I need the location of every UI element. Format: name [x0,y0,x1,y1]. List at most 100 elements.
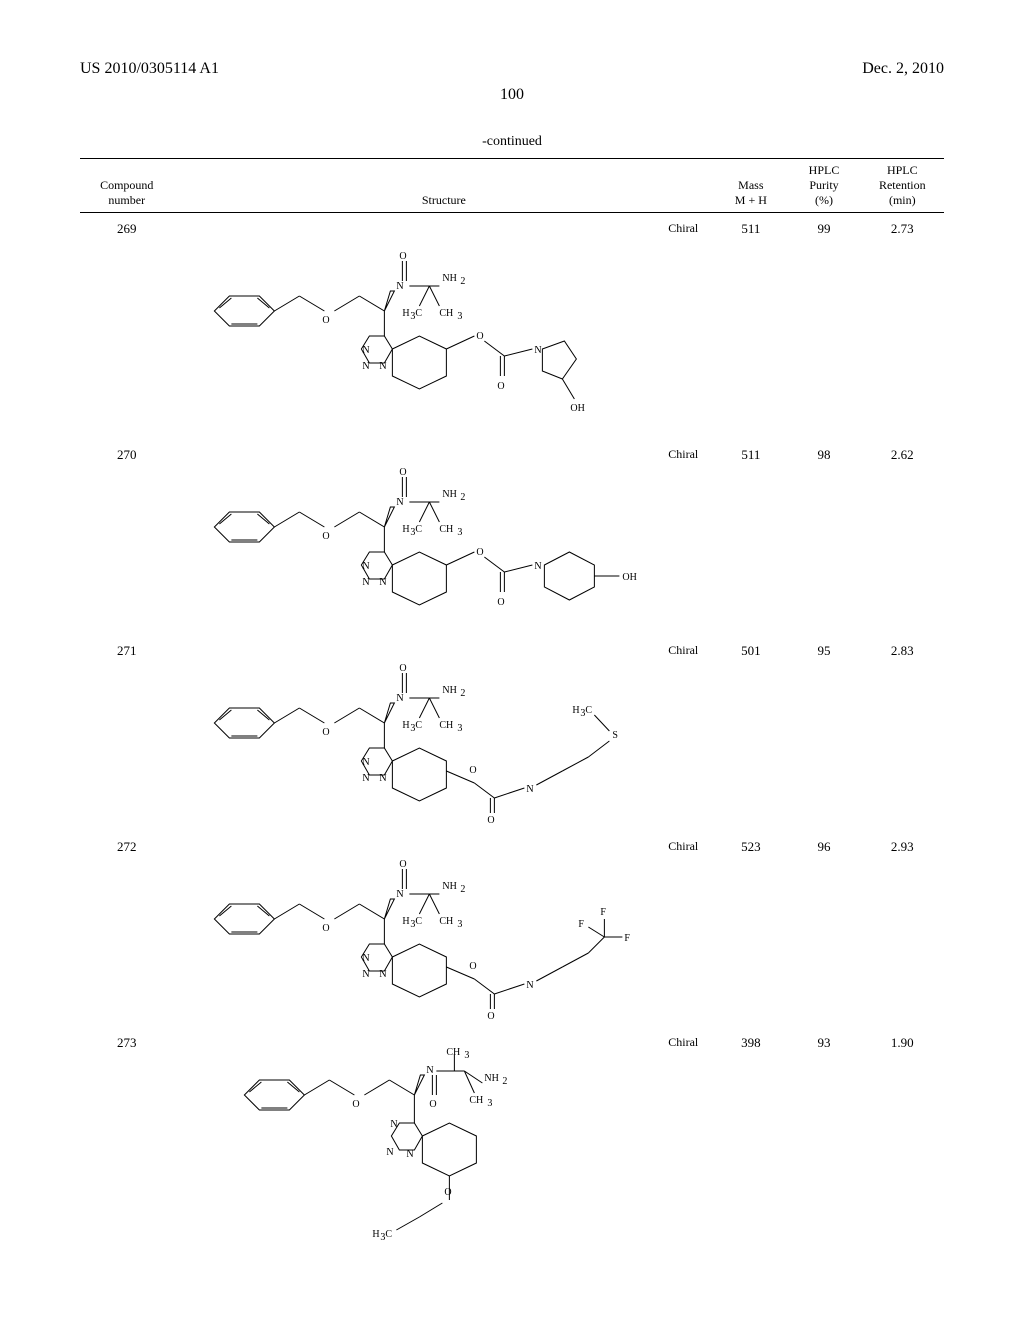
svg-text:NH: NH [442,273,456,284]
purity-value: 93 [787,1027,860,1253]
compound-number: 269 [80,213,174,440]
table-row: 269 Chiral [80,213,944,440]
svg-text:C: C [415,720,422,731]
continued-label: -continued [80,134,944,150]
col-retention: HPLC Retention (min) [861,159,944,213]
svg-text:C: C [415,524,422,535]
svg-text:O: O [497,381,504,392]
svg-text:N: N [396,889,403,900]
svg-text:N: N [534,345,541,356]
svg-text:O: O [399,663,406,674]
svg-text:O: O [399,859,406,870]
svg-text:O: O [399,251,406,262]
col-structure: Structure [174,159,715,213]
svg-text:CH: CH [439,916,453,927]
svg-text:O: O [487,1011,494,1019]
table-row: 270 Chiral O [80,439,944,635]
svg-text:N: N [379,577,386,588]
svg-text:N: N [396,693,403,704]
mass-value: 523 [714,831,787,1027]
structure-cell: Chiral O [180,839,709,1019]
svg-text:OH: OH [622,572,636,583]
svg-text:N: N [386,1147,393,1158]
svg-text:N: N [390,1119,397,1130]
svg-text:O: O [399,467,406,478]
structure-cell: Chiral O [180,1035,709,1245]
table-row: 273 Chiral O [80,1027,944,1253]
svg-text:N: N [362,345,369,356]
svg-text:O: O [469,765,476,776]
svg-text:3: 3 [457,723,462,734]
svg-text:O: O [476,331,483,342]
retention-value: 2.83 [861,635,944,831]
svg-text:N: N [362,953,369,964]
svg-text:S: S [612,730,618,741]
svg-text:H: H [402,524,409,535]
col-purity: HPLC Purity (%) [787,159,860,213]
patent-number: US 2010/0305114 A1 [80,60,219,78]
svg-text:O: O [322,727,329,738]
compound-table: Compound number Structure Mass M + H HPL… [80,158,944,1253]
molecule-diagram: O N CH3 NH2 CH3 [180,1045,709,1245]
svg-text:N: N [379,361,386,372]
structure-cell: Chiral O [180,643,709,823]
compound-number: 270 [80,439,174,635]
svg-text:O: O [476,547,483,558]
molecule-diagram: O N O NH2 [180,849,709,1019]
svg-text:C: C [415,916,422,927]
svg-text:2: 2 [502,1076,507,1087]
svg-text:CH: CH [469,1095,483,1106]
col-mass: Mass M + H [714,159,787,213]
structure-cell: Chiral O [180,221,709,431]
svg-text:N: N [362,577,369,588]
svg-text:F: F [624,933,630,944]
svg-text:H: H [572,705,579,716]
page-number: 100 [80,86,944,104]
svg-text:3: 3 [457,919,462,930]
svg-text:N: N [534,561,541,572]
retention-value: 1.90 [861,1027,944,1253]
purity-value: 96 [787,831,860,1027]
mass-value: 398 [714,1027,787,1253]
molecule-diagram: O N O NH2 [180,653,709,823]
mass-value: 511 [714,439,787,635]
svg-text:OH: OH [570,403,584,414]
svg-text:N: N [362,757,369,768]
svg-text:F: F [600,907,606,918]
compound-number: 271 [80,635,174,831]
svg-text:O: O [322,923,329,934]
svg-text:O: O [444,1187,451,1198]
svg-text:2: 2 [460,276,465,287]
table-row: 272 Chiral O [80,831,944,1027]
svg-text:O: O [429,1099,436,1110]
svg-text:C: C [385,1229,392,1240]
patent-page: US 2010/0305114 A1 Dec. 2, 2010 100 -con… [0,0,1024,1293]
svg-text:CH: CH [439,308,453,319]
svg-text:3: 3 [457,311,462,322]
mass-value: 501 [714,635,787,831]
svg-text:O: O [352,1099,359,1110]
page-header: US 2010/0305114 A1 Dec. 2, 2010 [80,60,944,78]
compound-number: 272 [80,831,174,1027]
purity-value: 98 [787,439,860,635]
svg-text:N: N [362,773,369,784]
svg-text:N: N [396,281,403,292]
svg-text:NH: NH [484,1073,498,1084]
purity-value: 95 [787,635,860,831]
svg-text:N: N [379,969,386,980]
molecule-diagram: O N O [180,231,709,431]
svg-text:N: N [426,1065,433,1076]
retention-value: 2.73 [861,213,944,440]
svg-text:H: H [372,1229,379,1240]
svg-text:CH: CH [439,720,453,731]
svg-text:CH: CH [439,524,453,535]
retention-value: 2.62 [861,439,944,635]
svg-text:F: F [578,919,584,930]
mass-value: 511 [714,213,787,440]
svg-text:C: C [585,705,592,716]
svg-text:O: O [497,597,504,608]
patent-date: Dec. 2, 2010 [862,60,944,78]
svg-text:N: N [526,980,533,991]
svg-text:N: N [362,361,369,372]
svg-text:2: 2 [460,492,465,503]
